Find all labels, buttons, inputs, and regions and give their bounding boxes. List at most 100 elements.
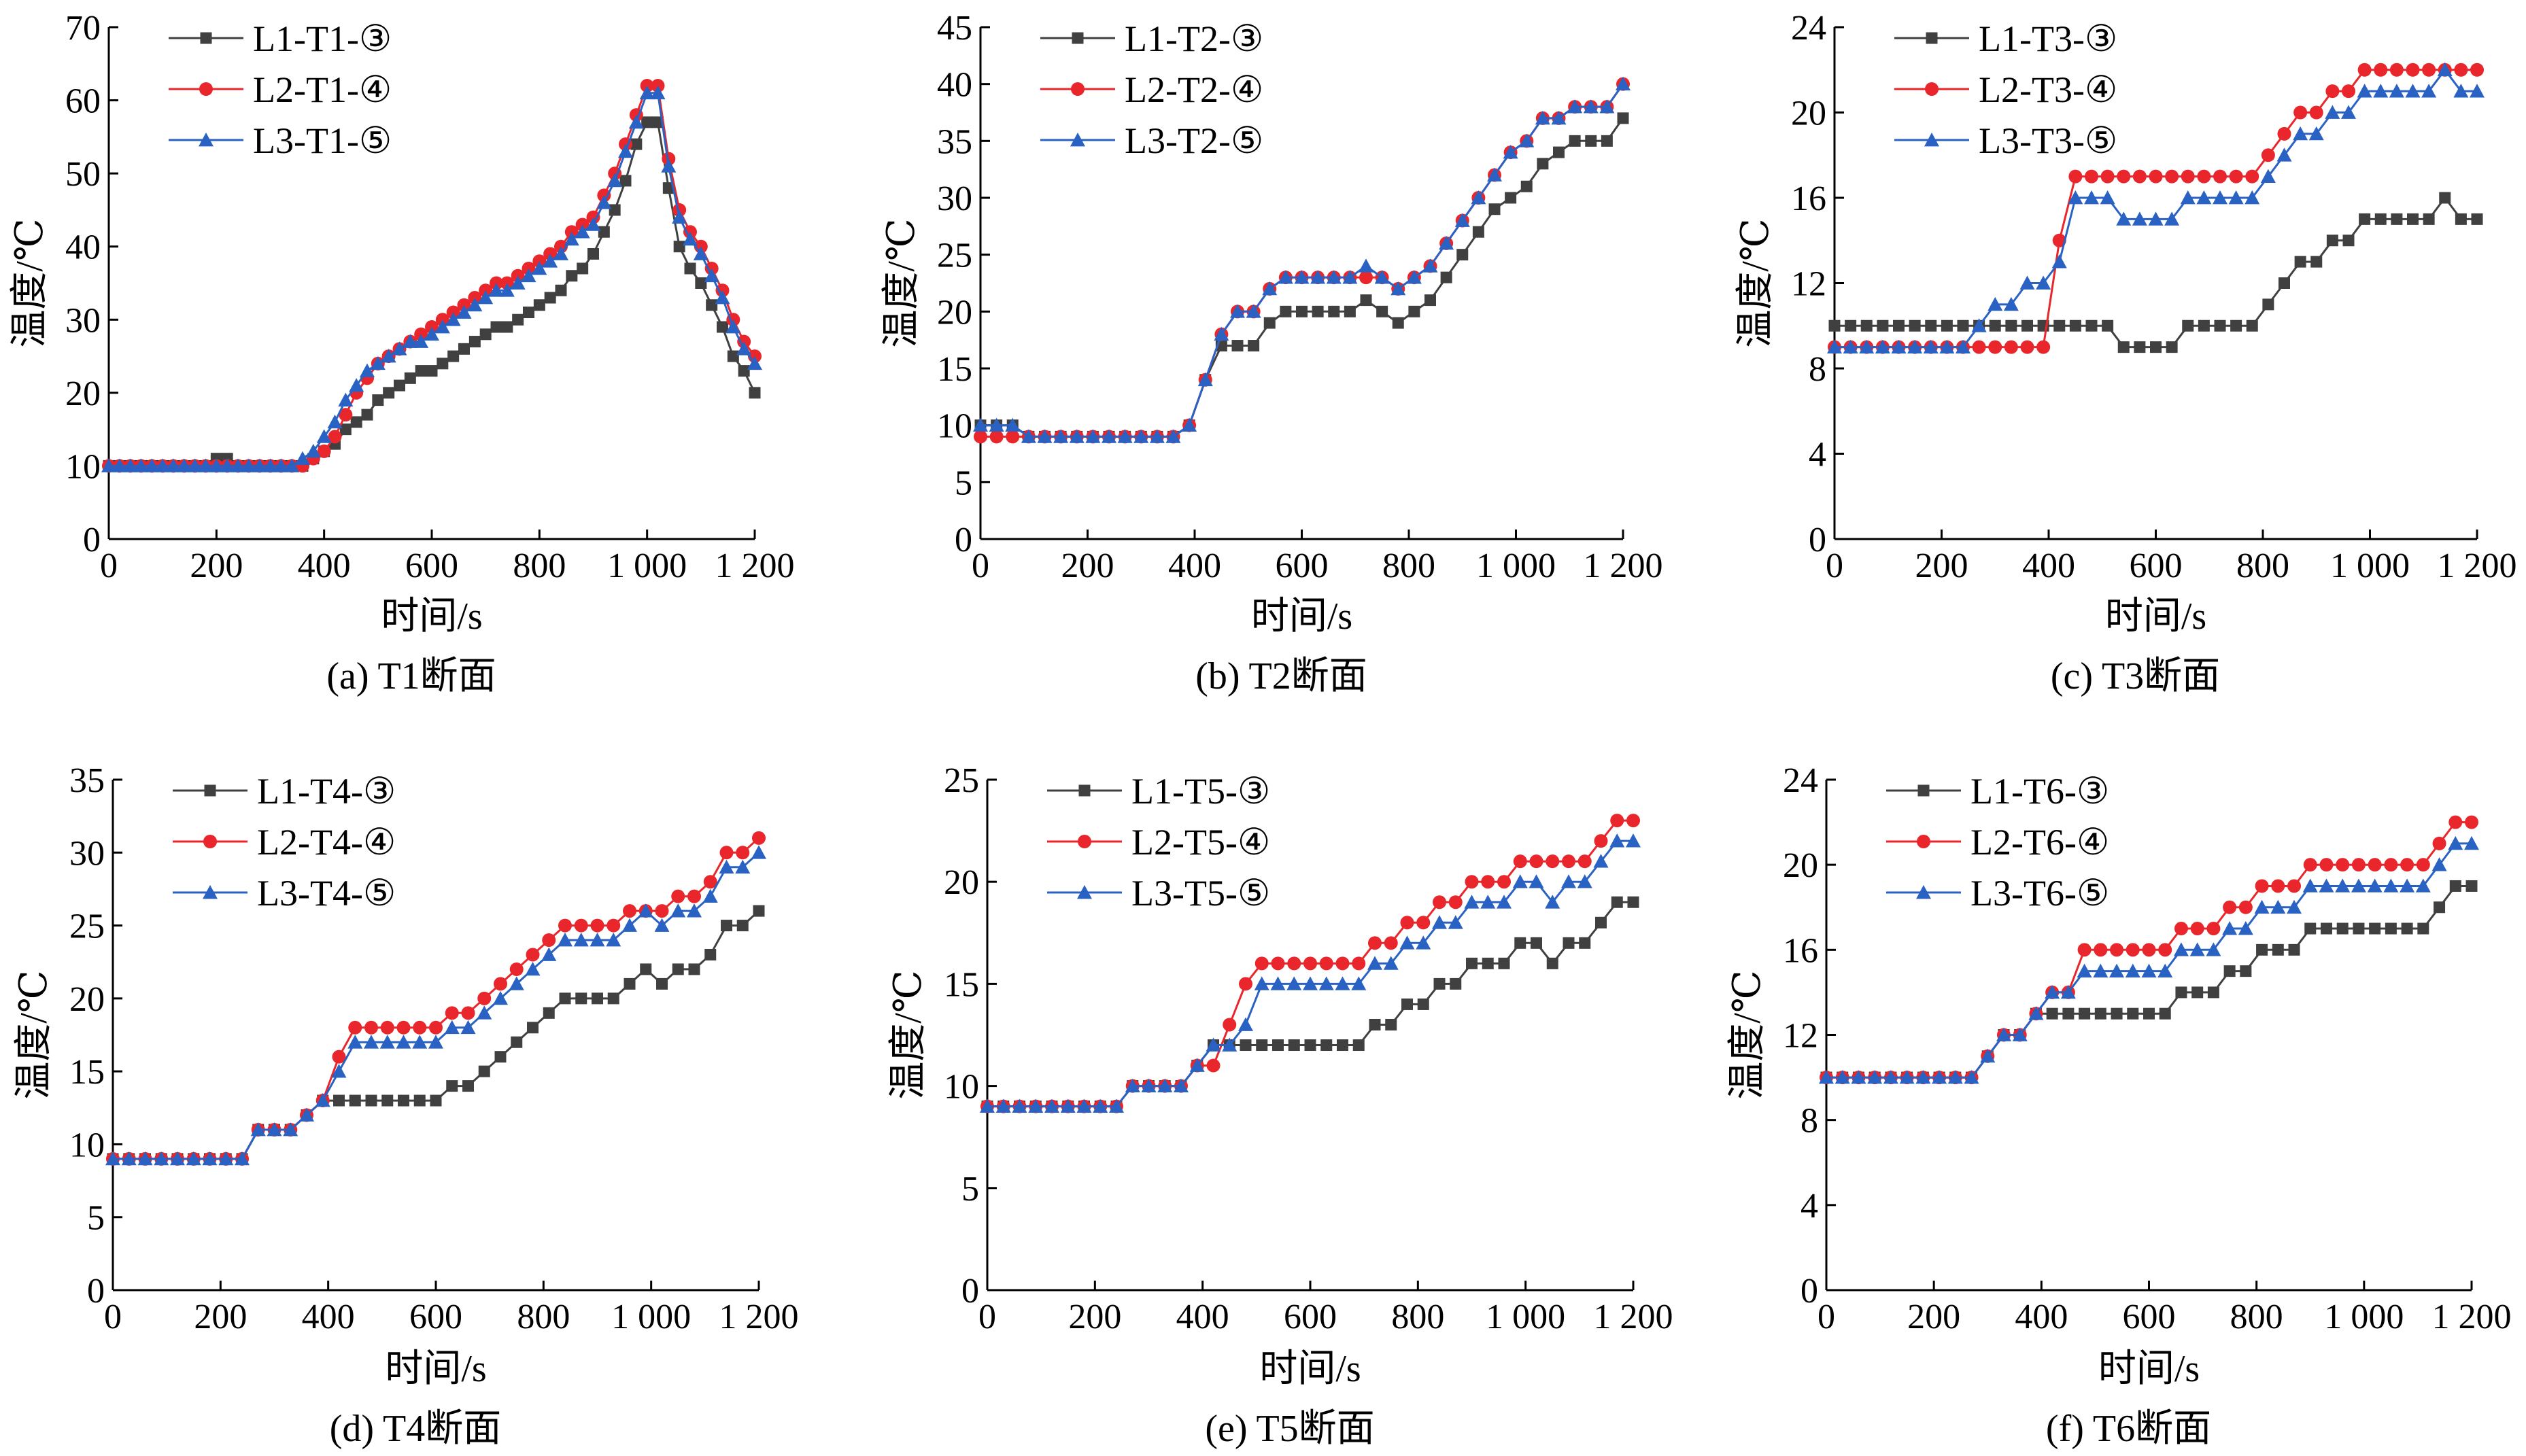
data-point xyxy=(2325,105,2340,119)
data-point xyxy=(609,204,621,216)
data-point xyxy=(1390,281,1406,296)
data-point xyxy=(2198,319,2210,332)
data-point xyxy=(2196,190,2212,205)
legend-marker xyxy=(1078,784,1091,797)
data-point xyxy=(1206,1058,1221,1073)
x-tick-label: 600 xyxy=(405,547,458,585)
data-point xyxy=(590,918,604,933)
data-point xyxy=(585,217,601,231)
data-point xyxy=(1230,304,1245,318)
data-point xyxy=(122,458,138,472)
y-tick-label: 20 xyxy=(1783,846,1818,885)
data-point xyxy=(2261,148,2275,162)
legend-marker xyxy=(1078,835,1091,848)
data-point xyxy=(413,334,429,348)
y-tick-label: 35 xyxy=(69,761,105,800)
legend-marker xyxy=(204,784,216,797)
data-point xyxy=(526,948,540,962)
data-point xyxy=(2455,213,2467,225)
data-point xyxy=(1133,429,1149,443)
legend-marker xyxy=(1072,32,1084,44)
data-point xyxy=(2448,815,2463,829)
data-point xyxy=(1505,192,1517,204)
data-point xyxy=(1466,957,1478,969)
y-tick-label: 16 xyxy=(1783,931,1818,970)
data-point xyxy=(2415,878,2431,892)
data-point xyxy=(687,889,701,903)
data-point xyxy=(1593,854,1609,868)
data-point xyxy=(2383,878,2399,892)
data-point xyxy=(995,1098,1011,1113)
data-point xyxy=(751,845,766,859)
y-tick-label: 8 xyxy=(1800,1102,1818,1141)
data-point xyxy=(607,918,621,933)
data-point xyxy=(403,334,418,348)
data-point xyxy=(1157,1078,1173,1092)
data-point xyxy=(477,991,492,1005)
y-tick-label: 20 xyxy=(937,293,972,332)
panel-caption: (e) T5断面 xyxy=(1205,1408,1374,1450)
data-point xyxy=(511,1036,523,1048)
data-point xyxy=(458,343,470,355)
data-point xyxy=(2353,922,2365,935)
data-point xyxy=(1488,203,1501,215)
data-point xyxy=(577,262,589,275)
series-line xyxy=(109,121,756,467)
data-point xyxy=(1287,956,1301,971)
y-axis-title: 温度/℃ xyxy=(1726,970,1769,1099)
data-point xyxy=(437,358,449,370)
y-tick-label: 30 xyxy=(65,301,101,340)
legend-label: L1-T5-③ xyxy=(1131,771,1270,812)
data-point xyxy=(1456,249,1469,261)
data-point xyxy=(1513,854,1527,869)
data-point xyxy=(2336,922,2349,935)
data-point xyxy=(2245,169,2259,184)
data-point xyxy=(1464,895,1480,909)
y-tick-label: 20 xyxy=(944,863,979,902)
x-tick-label: 400 xyxy=(2022,547,2075,585)
series-line xyxy=(109,92,756,467)
data-point xyxy=(542,933,556,948)
data-point xyxy=(2357,84,2372,98)
data-point xyxy=(587,247,599,260)
data-point xyxy=(1401,998,1413,1010)
data-point xyxy=(2109,963,2125,977)
data-point xyxy=(1012,1098,1027,1113)
data-point xyxy=(2302,878,2318,892)
data-point xyxy=(1827,339,1842,353)
legend-marker xyxy=(203,835,217,848)
x-tick-label: 600 xyxy=(2123,1298,2176,1336)
x-axis-title: 时间/s xyxy=(2105,595,2206,638)
data-point xyxy=(989,430,1004,444)
legend-marker xyxy=(1924,133,1939,147)
data-point xyxy=(1535,110,1550,125)
data-point xyxy=(628,114,644,129)
data-point xyxy=(2389,84,2404,98)
data-point xyxy=(501,321,513,333)
legend-marker xyxy=(1917,835,1930,848)
data-point xyxy=(339,408,353,422)
data-point xyxy=(559,992,571,1005)
data-point xyxy=(426,365,438,377)
data-point xyxy=(347,1035,363,1049)
data-point xyxy=(1988,340,2002,354)
data-point xyxy=(2351,858,2366,872)
data-point xyxy=(383,387,395,399)
data-point xyxy=(1867,1070,1883,1084)
data-point xyxy=(1932,1070,1947,1084)
legend-label: L1-T1-③ xyxy=(253,18,392,59)
legend-label: L2-T4-④ xyxy=(257,822,396,863)
data-point xyxy=(394,379,405,392)
y-tick-label: 15 xyxy=(944,965,979,1004)
data-point xyxy=(1335,956,1350,971)
data-point xyxy=(1312,305,1324,317)
data-point xyxy=(1577,854,1592,869)
data-point xyxy=(360,363,375,377)
data-point xyxy=(1069,429,1085,443)
data-point xyxy=(468,336,481,348)
data-point xyxy=(596,195,612,209)
data-point xyxy=(706,299,718,311)
data-point xyxy=(2400,858,2414,872)
data-point xyxy=(2439,192,2451,204)
series-1 xyxy=(103,116,761,472)
